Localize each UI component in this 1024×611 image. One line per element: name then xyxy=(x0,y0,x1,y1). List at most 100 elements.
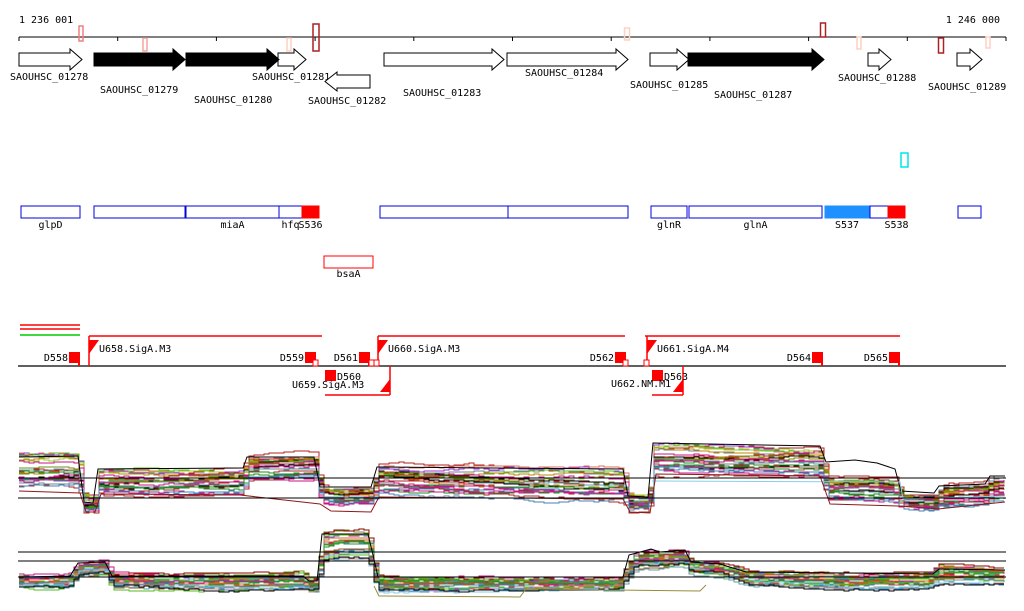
gene-arrow[interactable] xyxy=(649,47,690,72)
downshift-marker[interactable] xyxy=(615,352,626,363)
variant-mark[interactable] xyxy=(937,37,945,54)
expression-trace xyxy=(19,534,1004,583)
feature-box[interactable] xyxy=(278,205,303,219)
feature-box[interactable] xyxy=(379,205,509,219)
gene-label: SAOUHSC_01280 xyxy=(194,95,272,106)
gene-label: SAOUHSC_01284 xyxy=(525,68,603,79)
gene-arrow[interactable] xyxy=(277,47,307,72)
expression-trace xyxy=(19,460,1004,508)
downshift-label: D559 xyxy=(280,353,304,364)
feature-label: glnA xyxy=(743,220,767,231)
downshift-label: D564 xyxy=(787,353,811,364)
feature-box[interactable] xyxy=(887,205,906,219)
gene-arrow[interactable] xyxy=(506,47,629,72)
feature-box-bsaA[interactable] xyxy=(323,255,374,269)
unit-flag[interactable] xyxy=(673,379,683,392)
downshift-label: D560 xyxy=(337,372,361,383)
downshift-label: D562 xyxy=(590,353,614,364)
baseline-notch xyxy=(622,359,629,367)
gene-arrow[interactable] xyxy=(18,47,83,72)
feature-box[interactable] xyxy=(20,205,81,219)
downshift-marker[interactable] xyxy=(325,370,336,381)
unit-flag[interactable] xyxy=(89,340,99,354)
variant-mark[interactable] xyxy=(142,37,148,52)
gene-label: SAOUHSC_01287 xyxy=(714,90,792,101)
feature-box[interactable] xyxy=(824,205,870,219)
expression-panel-top xyxy=(18,442,1006,514)
downshift-marker[interactable] xyxy=(305,352,316,363)
gene-label: SAOUHSC_01289 xyxy=(928,82,1006,93)
downshift-marker[interactable] xyxy=(359,352,370,363)
baseline-notch xyxy=(368,359,375,367)
expression-trace xyxy=(19,457,1005,508)
downshift-label: D558 xyxy=(44,353,68,364)
ruler-track xyxy=(18,22,1007,54)
feature-label: miaA xyxy=(220,220,244,231)
gene-label: SAOUHSC_01285 xyxy=(630,80,708,91)
transcription-unit-track: U658.SigA.M3 U660.SigA.M3 U661.SigA.M4 D558… xyxy=(18,324,1006,396)
variant-mark[interactable] xyxy=(623,27,631,41)
gene-label: SAOUHSC_01288 xyxy=(838,73,916,84)
gene-arrow[interactable] xyxy=(324,70,371,93)
unit-label: U661.SigA.M4 xyxy=(657,344,729,355)
variant-mark[interactable] xyxy=(985,36,991,49)
feature-box[interactable] xyxy=(688,205,823,219)
gene-label: SAOUHSC_01283 xyxy=(403,88,481,99)
unit-flag[interactable] xyxy=(380,379,390,392)
ruler-start-label: 1 236 001 xyxy=(19,15,73,26)
variant-mark[interactable] xyxy=(286,37,292,52)
variant-mark[interactable] xyxy=(78,25,84,42)
feature-box[interactable] xyxy=(869,205,889,219)
baseline-notch xyxy=(373,359,380,367)
baseline-notch xyxy=(643,359,650,367)
unit-flag[interactable] xyxy=(378,340,388,354)
expression-trace xyxy=(19,556,1004,593)
downshift-marker[interactable] xyxy=(69,352,80,363)
expression-trace-accent xyxy=(18,442,1005,504)
variant-mark[interactable] xyxy=(312,23,320,52)
downshift-label: D563 xyxy=(664,372,688,383)
gene-label: SAOUHSC_01278 xyxy=(10,72,88,83)
gene-arrow[interactable] xyxy=(867,47,892,72)
downshift-label: D561 xyxy=(334,353,358,364)
feature-box[interactable] xyxy=(650,205,688,219)
gene-arrow[interactable] xyxy=(956,47,983,72)
feature-box[interactable] xyxy=(507,205,629,219)
expression-trace xyxy=(19,458,1004,507)
feature-label: glpD xyxy=(38,220,62,231)
downshift-marker[interactable] xyxy=(812,352,823,363)
unit-label: U660.SigA.M3 xyxy=(388,344,460,355)
gene-label: SAOUHSC_01281 xyxy=(252,72,330,83)
feature-label: S538 xyxy=(884,220,908,231)
feature-box[interactable] xyxy=(185,205,280,219)
feature-box[interactable] xyxy=(957,205,982,219)
unit-flag[interactable] xyxy=(647,340,657,354)
expression-trace-accent xyxy=(18,473,1006,514)
expression-trace xyxy=(19,472,1004,514)
feature-box[interactable] xyxy=(301,205,320,219)
unit-label: U662.NM.M1 xyxy=(611,379,671,390)
downshift-tail xyxy=(78,363,80,366)
downshift-marker[interactable] xyxy=(889,352,900,363)
gene-arrow[interactable] xyxy=(93,47,186,72)
downshift-tail xyxy=(898,363,900,366)
gene-label: SAOUHSC_01279 xyxy=(100,85,178,96)
downshift-tail xyxy=(821,363,823,366)
downshift-label: D565 xyxy=(864,353,888,364)
unit-label: U659.SigA.M3 xyxy=(292,380,364,391)
gene-arrow[interactable] xyxy=(185,47,280,72)
expression-trace xyxy=(19,463,1005,510)
expression-trace xyxy=(19,529,1004,584)
variant-mark[interactable] xyxy=(856,36,862,50)
variant-mark[interactable] xyxy=(819,22,827,38)
feature-box[interactable] xyxy=(93,205,186,219)
gene-arrow[interactable] xyxy=(383,47,505,72)
unit-label: U658.SigA.M3 xyxy=(99,344,171,355)
downshift-marker[interactable] xyxy=(652,370,663,381)
gene-arrow[interactable] xyxy=(687,47,825,72)
gene-track: SAOUHSC_01278 SAOUHSC_01281 SAOUHSC_01279 S… xyxy=(10,47,1006,107)
cyan-marker[interactable] xyxy=(900,152,909,168)
expression-trace-accent xyxy=(373,584,707,598)
